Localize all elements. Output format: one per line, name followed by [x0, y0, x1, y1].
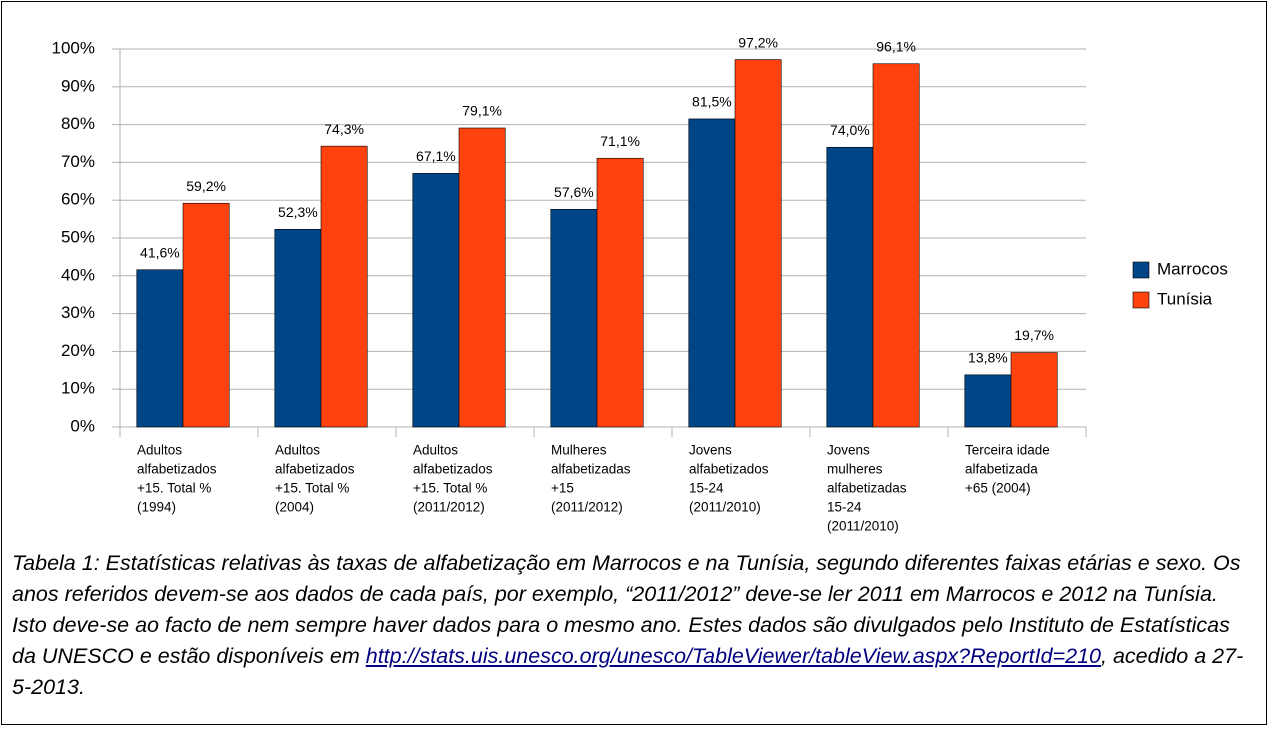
x-tick-label: 15-24: [827, 500, 862, 515]
bar: [872, 63, 920, 428]
x-tick-label: alfabetizadas: [551, 462, 631, 477]
bar: [550, 208, 598, 428]
y-tick-label: 30%: [61, 303, 95, 322]
x-tick-label: Adultos: [413, 443, 458, 458]
x-tick-label: +15. Total %: [137, 481, 211, 496]
x-tick-label: alfabetizadas: [827, 481, 907, 496]
bar: [826, 146, 874, 428]
y-tick-label: 10%: [61, 379, 95, 398]
y-tick-label: 70%: [61, 152, 95, 171]
x-tick-label: (2011/2012): [413, 500, 485, 515]
x-tick-label: 15-24: [689, 481, 724, 496]
value-label: 96,1%: [876, 38, 916, 54]
value-label: 79,1%: [462, 103, 502, 119]
legend-swatch: [1132, 261, 1150, 279]
y-tick-label: 60%: [61, 190, 95, 209]
legend-label: Marrocos: [1157, 259, 1228, 278]
x-tick-label: +15. Total %: [275, 481, 349, 496]
x-tick-label: Adultos: [275, 443, 320, 458]
value-label: 59,2%: [186, 178, 226, 194]
value-label: 97,2%: [738, 34, 778, 50]
legend-swatch: [1132, 291, 1150, 309]
x-tick-label: (2011/2012): [551, 500, 623, 515]
value-label: 52,3%: [278, 204, 318, 220]
caption-link[interactable]: http://stats.uis.unesco.org/unesco/Table…: [365, 644, 1101, 668]
x-tick-label: alfabetizados: [275, 462, 355, 477]
value-label: 74,0%: [830, 122, 870, 138]
value-label: 13,8%: [968, 350, 1008, 366]
value-label: 74,3%: [324, 121, 364, 137]
bar: [136, 269, 184, 428]
x-tick-label: Adultos: [137, 443, 182, 458]
y-tick-label: 100%: [52, 38, 95, 57]
y-tick-label: 40%: [61, 265, 95, 284]
y-tick-label: 90%: [61, 76, 95, 95]
y-tick-label: 50%: [61, 227, 95, 246]
caption-after: , acedido a 27-5-2013.: [12, 644, 1244, 699]
x-tick-label: (2004): [275, 500, 314, 515]
value-label: 67,1%: [416, 148, 456, 164]
bar: [412, 173, 460, 428]
x-tick-label: (2011/2010): [827, 519, 899, 534]
x-tick-label: +15: [551, 481, 574, 496]
x-tick-label: +15. Total %: [413, 481, 487, 496]
y-tick-label: 80%: [61, 114, 95, 133]
bar: [458, 127, 506, 428]
bar: [964, 374, 1012, 428]
bar: [688, 118, 736, 428]
value-label: 41,6%: [140, 244, 180, 260]
caption-text: Tabela 1: Estatísticas relativas às taxa…: [12, 551, 1241, 668]
x-tick-label: mulheres: [827, 462, 883, 477]
y-tick-label: 0%: [70, 416, 95, 435]
x-tick-label: alfabetizados: [413, 462, 493, 477]
x-tick-label: +65 (2004): [965, 481, 1031, 496]
bar: [1010, 352, 1058, 428]
value-label: 71,1%: [600, 133, 640, 149]
bar: [734, 59, 782, 428]
x-tick-label: (1994): [137, 500, 176, 515]
legend-label: Tunísia: [1157, 289, 1213, 308]
y-tick-label: 20%: [61, 341, 95, 360]
x-tick-label: Jovens: [827, 443, 870, 458]
chart: 0% 10% 20% 30% 40% 50% 60% 70% 80% 90% 100% Adultos…: [52, 34, 1228, 534]
x-tick-label: Mulheres: [551, 443, 607, 458]
bar: [182, 202, 230, 428]
bar: [274, 229, 322, 428]
bar: [596, 157, 644, 428]
x-tick-label: (2011/2010): [689, 500, 761, 515]
x-tick-label: Jovens: [689, 443, 732, 458]
value-label: 57,6%: [554, 184, 594, 200]
x-tick-label: Terceira idade: [965, 443, 1050, 458]
bar: [320, 145, 368, 428]
value-label: 19,7%: [1014, 327, 1054, 343]
value-label: 81,5%: [692, 94, 732, 110]
x-tick-label: alfabetizada: [965, 462, 1038, 477]
x-tick-label: alfabetizados: [689, 462, 769, 477]
caption: Tabela 1: Estatísticas relativas às taxa…: [12, 548, 1252, 703]
x-tick-label: alfabetizados: [137, 462, 217, 477]
